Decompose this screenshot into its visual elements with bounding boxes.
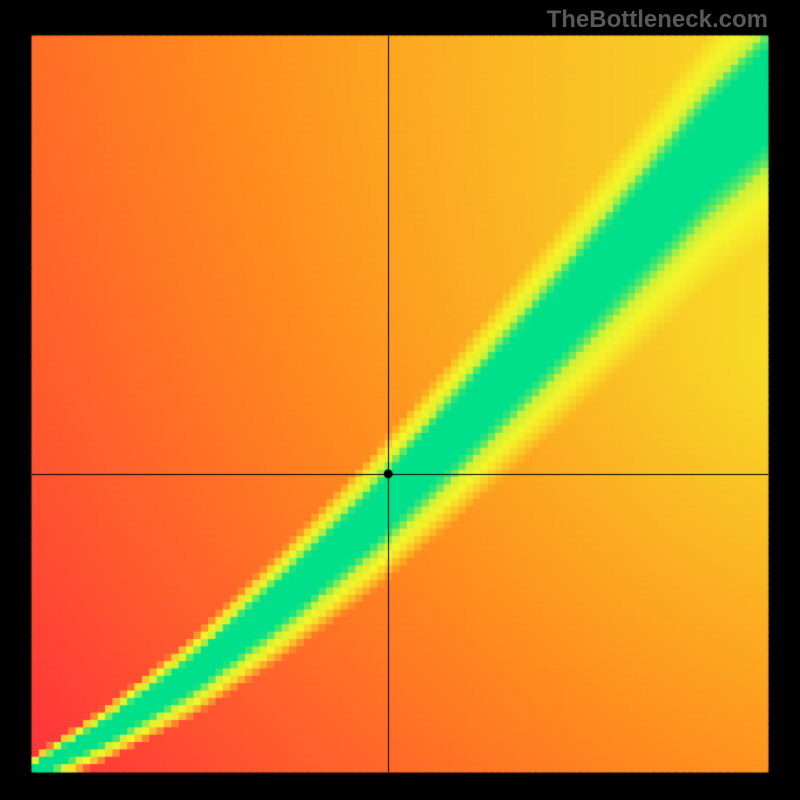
watermark-text: TheBottleneck.com: [547, 6, 768, 34]
chart-container: TheBottleneck.com: [0, 0, 800, 800]
bottleneck-heatmap: [0, 0, 800, 800]
